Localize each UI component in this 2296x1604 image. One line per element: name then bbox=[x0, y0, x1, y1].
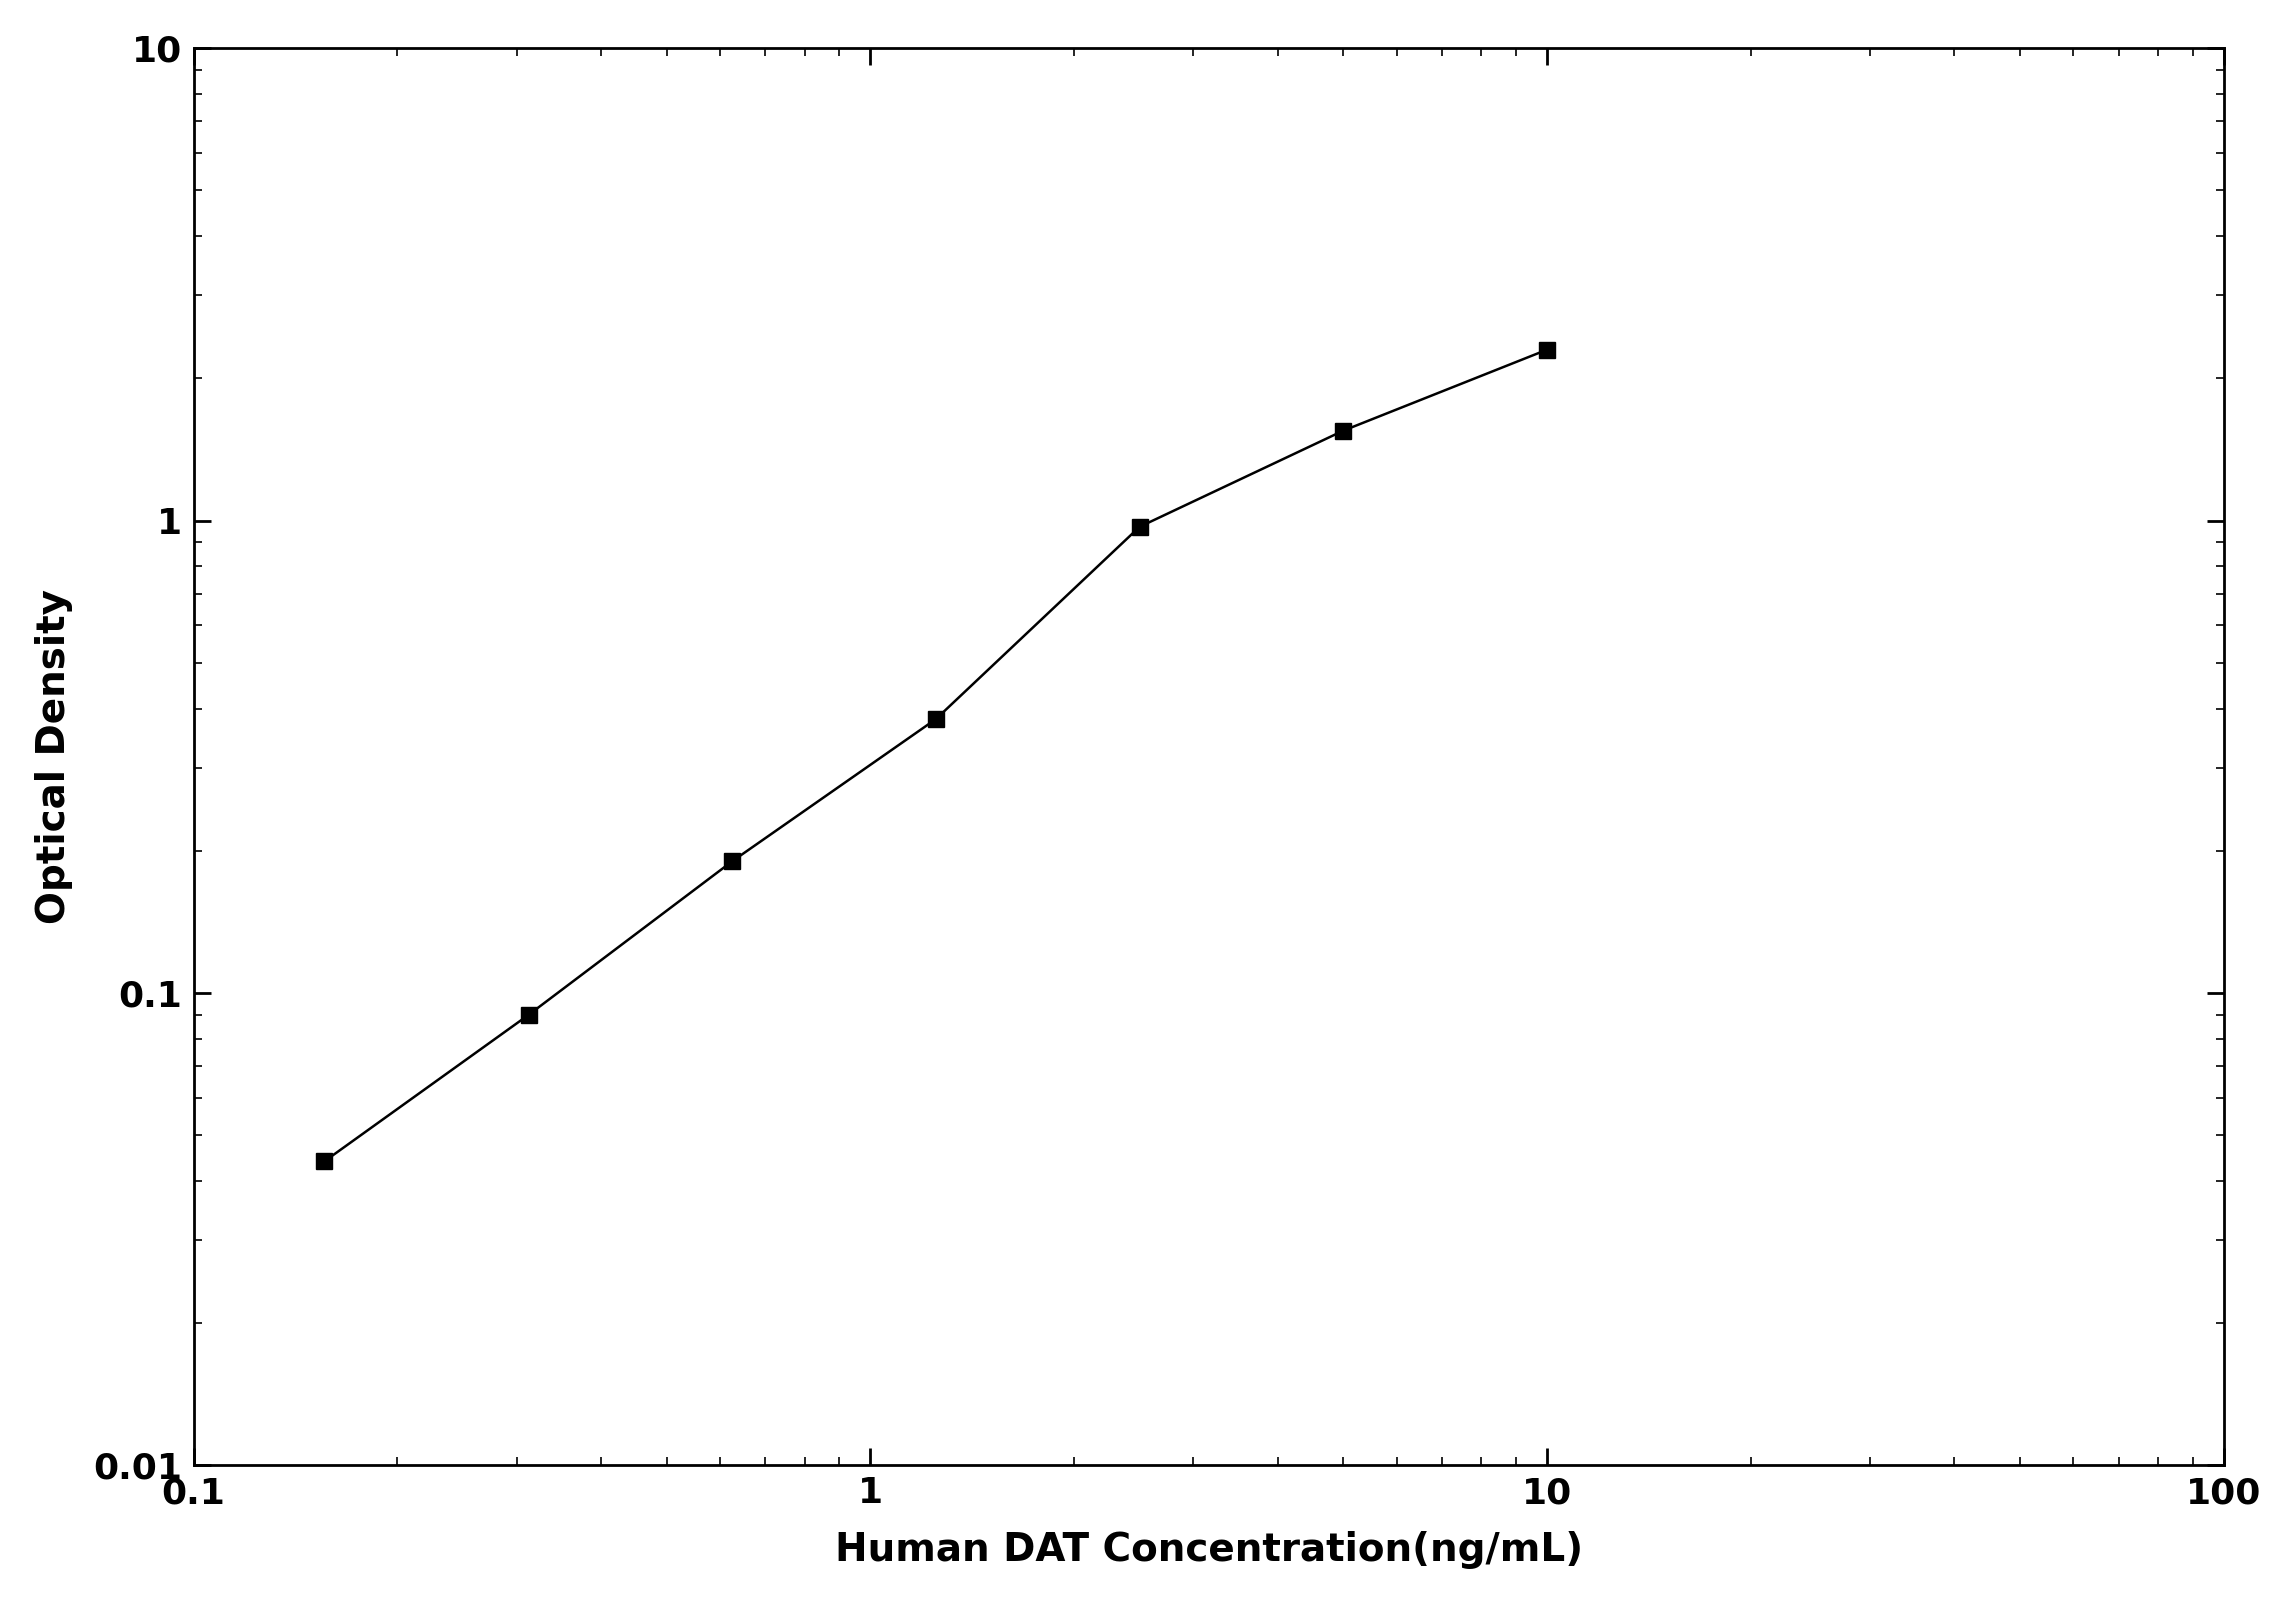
Y-axis label: Optical Density: Optical Density bbox=[34, 589, 73, 924]
X-axis label: Human DAT Concentration(ng/mL): Human DAT Concentration(ng/mL) bbox=[833, 1532, 1582, 1569]
